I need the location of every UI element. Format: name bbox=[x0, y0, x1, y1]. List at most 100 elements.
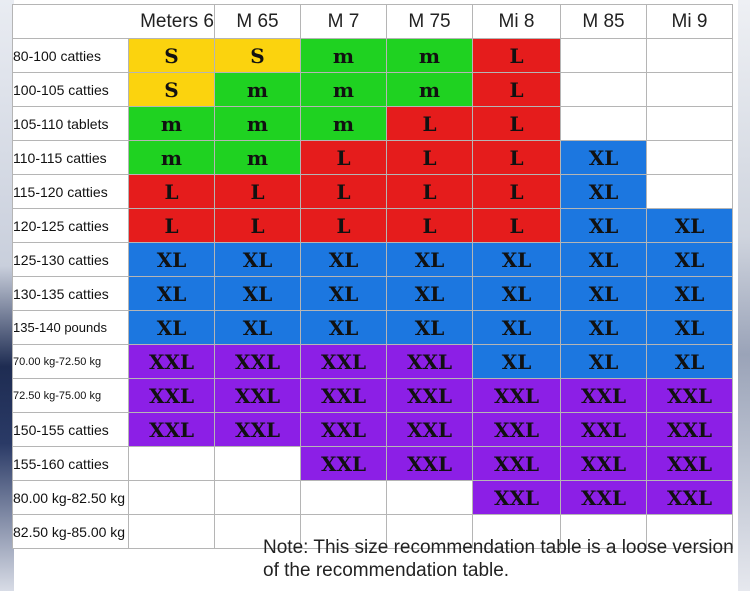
size-cell: XL bbox=[128, 276, 215, 311]
row-label: 80-100 catties bbox=[12, 38, 129, 73]
row-label: 80.00 kg-82.50 kg bbox=[12, 480, 129, 515]
column-header: Meters 6 bbox=[12, 4, 215, 39]
row-label: 110-115 catties bbox=[12, 140, 129, 175]
size-cell: XL bbox=[128, 242, 215, 277]
row-label: 150-155 catties bbox=[12, 412, 129, 447]
size-cell bbox=[646, 106, 733, 141]
table-row: 70.00 kg-72.50 kg XXL XXL XXL XXL XL XL XL bbox=[12, 344, 733, 379]
size-cell: m bbox=[214, 140, 301, 175]
size-cell: L bbox=[128, 174, 215, 209]
size-cell: XL bbox=[386, 276, 473, 311]
table-row: 110-115 catties m m L L L XL bbox=[12, 140, 733, 175]
size-cell: XL bbox=[386, 242, 473, 277]
size-cell: XL bbox=[300, 242, 387, 277]
size-cell: XXL bbox=[214, 344, 301, 379]
size-cell: L bbox=[300, 174, 387, 209]
row-label: 130-135 catties bbox=[12, 276, 129, 311]
table-row: 115-120 catties L L L L L XL bbox=[12, 174, 733, 209]
size-cell: XL bbox=[560, 344, 647, 379]
row-label: 105-110 tablets bbox=[12, 106, 129, 141]
table-row: 80.00 kg-82.50 kg XXL XXL XXL bbox=[12, 480, 733, 515]
size-cell: L bbox=[472, 140, 561, 175]
table-row: 150-155 catties XXL XXL XXL XXL XXL XXL XXL bbox=[12, 412, 733, 447]
size-cell bbox=[646, 174, 733, 209]
size-cell bbox=[560, 106, 647, 141]
size-cell: XL bbox=[472, 276, 561, 311]
size-cell: XL bbox=[646, 344, 733, 379]
size-cell: m bbox=[128, 106, 215, 141]
table-note: Note: This size recommendation table is … bbox=[263, 537, 734, 581]
size-cell: m bbox=[214, 72, 301, 107]
size-cell: XXL bbox=[646, 480, 733, 515]
size-cell: XXL bbox=[386, 378, 473, 413]
size-cell: XXL bbox=[646, 412, 733, 447]
size-cell: S bbox=[128, 72, 215, 107]
size-cell: XXL bbox=[386, 344, 473, 379]
size-cell: m bbox=[128, 140, 215, 175]
size-cell: XL bbox=[646, 310, 733, 345]
table-row: 135-140 pounds XL XL XL XL XL XL XL bbox=[12, 310, 733, 345]
size-cell: m bbox=[300, 72, 387, 107]
size-cell bbox=[214, 514, 301, 549]
row-label: 120-125 catties bbox=[12, 208, 129, 243]
size-cell: XL bbox=[386, 310, 473, 345]
size-cell: L bbox=[214, 208, 301, 243]
size-cell bbox=[646, 514, 733, 549]
size-cell: XXL bbox=[560, 412, 647, 447]
size-cell: XXL bbox=[646, 378, 733, 413]
header-row: Meters 6 M 65 M 7 M 75 Mi 8 M 85 Mi 9 bbox=[12, 4, 733, 39]
size-cell: L bbox=[300, 208, 387, 243]
table-row: 120-125 catties L L L L L XL XL bbox=[12, 208, 733, 243]
size-cell: XXL bbox=[560, 378, 647, 413]
size-cell: XL bbox=[472, 310, 561, 345]
size-cell: L bbox=[386, 208, 473, 243]
table-row: 82.50 kg-85.00 kg bbox=[12, 514, 733, 549]
size-cell: XL bbox=[214, 242, 301, 277]
size-cell: XL bbox=[214, 276, 301, 311]
size-cell: XL bbox=[128, 310, 215, 345]
size-cell: XXL bbox=[560, 480, 647, 515]
row-label: 72.50 kg-75.00 kg bbox=[12, 378, 129, 413]
size-cell bbox=[214, 446, 301, 481]
row-label: 82.50 kg-85.00 kg bbox=[12, 514, 129, 549]
row-label: 100-105 catties bbox=[12, 72, 129, 107]
size-cell: XXL bbox=[214, 412, 301, 447]
size-cell: L bbox=[472, 208, 561, 243]
size-cell: XL bbox=[472, 344, 561, 379]
column-header: M 7 bbox=[300, 4, 387, 39]
size-cell: XL bbox=[560, 140, 647, 175]
column-header: Mi 8 bbox=[472, 4, 561, 39]
row-label: 135-140 pounds bbox=[12, 310, 129, 345]
size-cell: XL bbox=[560, 276, 647, 311]
row-label: 155-160 catties bbox=[12, 446, 129, 481]
table-row: 125-130 catties XL XL XL XL XL XL XL bbox=[12, 242, 733, 277]
size-cell: m bbox=[214, 106, 301, 141]
size-chart-table: Meters 6 M 65 M 7 M 75 Mi 8 M 85 Mi 9 80… bbox=[12, 4, 733, 549]
column-header: M 75 bbox=[386, 4, 473, 39]
size-cell: XL bbox=[646, 242, 733, 277]
size-cell bbox=[214, 480, 301, 515]
size-cell: XL bbox=[560, 174, 647, 209]
size-cell bbox=[386, 480, 473, 515]
size-cell bbox=[646, 72, 733, 107]
size-cell bbox=[128, 480, 215, 515]
size-cell: S bbox=[128, 38, 215, 73]
size-cell: XXL bbox=[300, 412, 387, 447]
background-right-edge bbox=[738, 0, 750, 591]
column-header: M 65 bbox=[214, 4, 301, 39]
size-cell: XXL bbox=[300, 344, 387, 379]
size-cell: m bbox=[300, 38, 387, 73]
size-cell: L bbox=[472, 174, 561, 209]
size-cell: m bbox=[386, 72, 473, 107]
size-cell: L bbox=[386, 106, 473, 141]
size-cell: XXL bbox=[128, 412, 215, 447]
size-cell bbox=[560, 514, 647, 549]
column-header: M 85 bbox=[560, 4, 647, 39]
row-label: 115-120 catties bbox=[12, 174, 129, 209]
table-row: 130-135 catties XL XL XL XL XL XL XL bbox=[12, 276, 733, 311]
size-cell: XL bbox=[560, 310, 647, 345]
size-cell: XL bbox=[300, 276, 387, 311]
size-cell: L bbox=[386, 174, 473, 209]
